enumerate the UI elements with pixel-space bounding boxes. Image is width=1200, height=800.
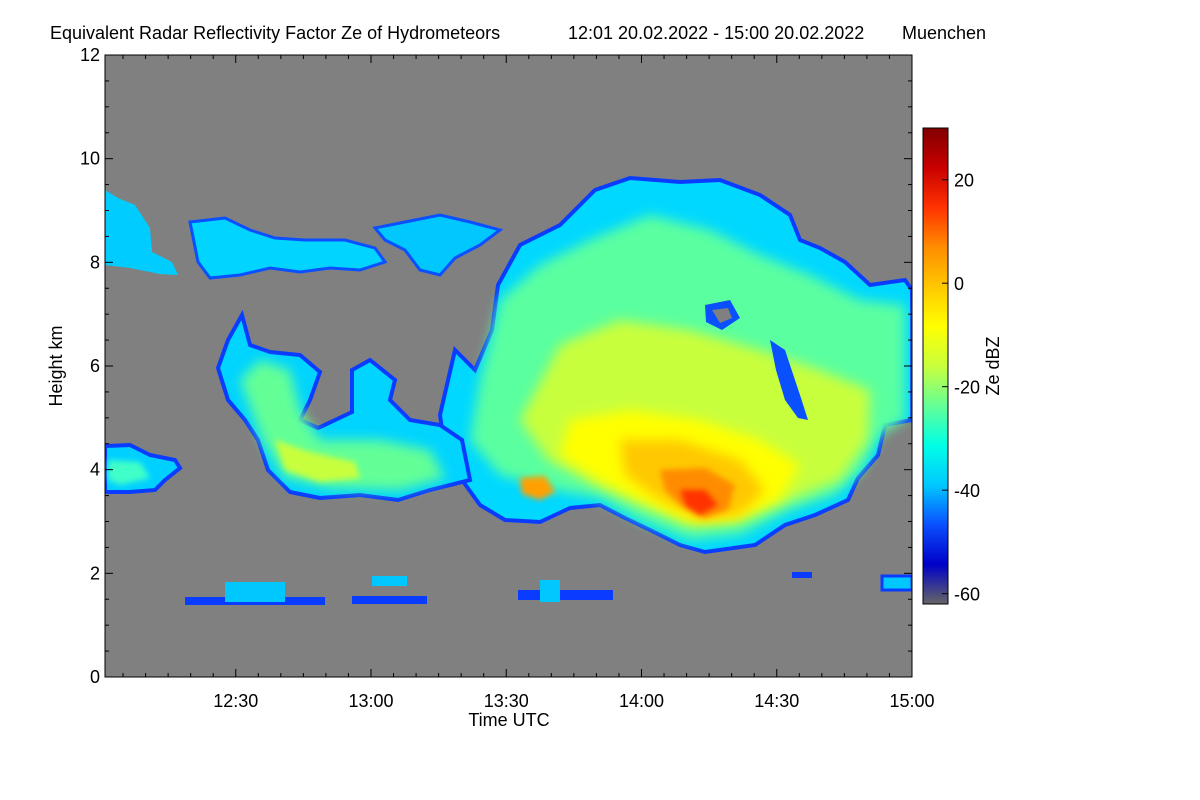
chart-time-range: 12:01 20.02.2022 - 15:00 20.02.2022 — [568, 23, 864, 43]
x-tick-label: 14:00 — [619, 691, 664, 711]
y-tick-label: 6 — [90, 356, 100, 376]
colorbar — [922, 127, 949, 605]
x-tick-label: 13:00 — [348, 691, 393, 711]
colorbar-tick-label: 20 — [954, 171, 974, 191]
x-tick-label: 12:30 — [213, 691, 258, 711]
reflectivity-field — [105, 175, 912, 605]
chart-title: Equivalent Radar Reflectivity Factor Ze … — [50, 23, 500, 43]
y-tick-label: 12 — [80, 45, 100, 65]
colorbar-tick-label: -20 — [954, 378, 980, 398]
echo-upper-cirrus — [105, 190, 504, 280]
axis-ticks: 12:30 13:00 13:30 14:00 14:30 15:00 0 2 4 6 8 10 12 — [80, 45, 935, 711]
colorbar-tick-label: -40 — [954, 481, 980, 501]
x-axis-label: Time UTC — [468, 710, 549, 730]
y-tick-label: 10 — [80, 149, 100, 169]
colorbar-tick-label: -60 — [954, 585, 980, 605]
x-tick-label: 13:30 — [484, 691, 529, 711]
colorbar-ticks: 20 0 -20 -40 -60 — [942, 171, 980, 605]
y-tick-label: 8 — [90, 252, 100, 272]
x-tick-label: 14:30 — [754, 691, 799, 711]
y-tick-label: 0 — [90, 667, 100, 687]
y-tick-label: 2 — [90, 563, 100, 583]
echo-low-level — [185, 572, 912, 605]
echo-main-anvil — [437, 175, 912, 555]
y-tick-label: 4 — [90, 460, 100, 480]
chart-location: Muenchen — [902, 23, 986, 43]
colorbar-label: Ze dBZ — [983, 336, 1003, 395]
x-tick-label: 15:00 — [889, 691, 934, 711]
echo-low-cloud-left — [105, 442, 183, 494]
echo-mid-level-cloud — [215, 309, 473, 503]
colorbar-tick-label: 0 — [954, 274, 964, 294]
y-axis-label: Height km — [46, 325, 66, 406]
